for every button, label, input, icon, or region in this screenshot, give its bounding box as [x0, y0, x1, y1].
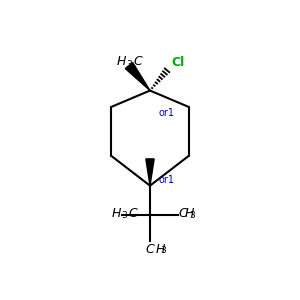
Text: 3: 3 [190, 212, 195, 220]
Text: H: H [112, 206, 121, 220]
Text: 3: 3 [122, 212, 128, 220]
Text: or1: or1 [159, 175, 175, 185]
Text: C: C [146, 243, 154, 256]
Text: 3: 3 [127, 59, 132, 68]
Text: Cl: Cl [172, 56, 185, 69]
Polygon shape [146, 159, 154, 186]
Text: or1: or1 [159, 108, 175, 118]
Text: C: C [179, 206, 188, 220]
Polygon shape [125, 62, 150, 91]
Text: C: C [128, 206, 137, 220]
Text: 3: 3 [161, 246, 167, 255]
Text: C: C [133, 55, 142, 68]
Text: H: H [117, 55, 126, 68]
Text: H: H [184, 206, 194, 220]
Text: H: H [155, 243, 165, 256]
